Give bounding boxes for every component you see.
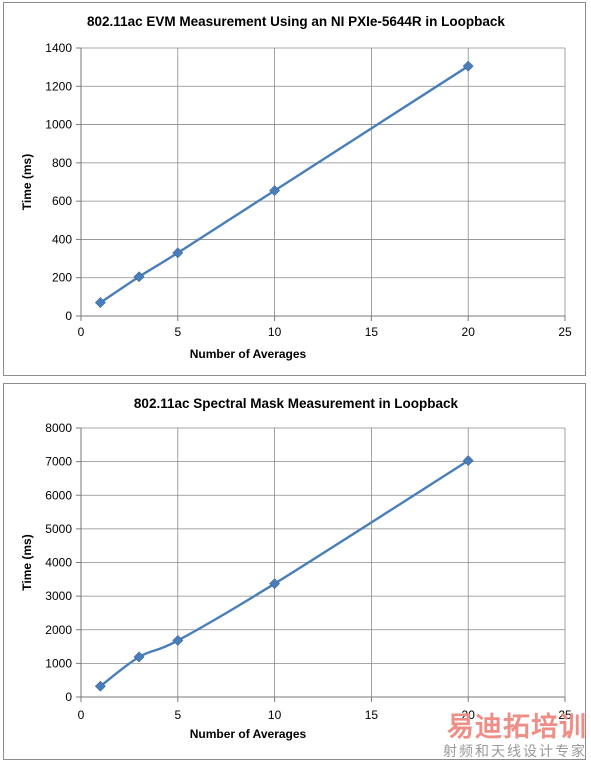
x-tick-label: 25 (558, 708, 572, 722)
y-tick-label: 8000 (45, 421, 72, 435)
data-point-marker (94, 680, 106, 692)
series-line (99, 65, 469, 304)
data-point-marker (269, 185, 281, 197)
y-tick-label: 5000 (45, 522, 72, 536)
chart-panel-evm: 0 200 400 600 800 1000 1200 1400 0 5 10 15 20 25 802.1… (3, 2, 586, 376)
y-tick-label: 800 (52, 156, 72, 170)
y-tick-label: 600 (52, 194, 72, 208)
data-point-marker (462, 60, 474, 72)
y-tick-label: 7000 (45, 455, 72, 469)
x-tick-label: 10 (268, 325, 282, 339)
data-point-marker (269, 578, 281, 590)
y-tick-label: 1000 (45, 118, 72, 132)
spectral-mask-chart: 0 1000 2000 3000 4000 5000 6000 7000 8000 0 5 10 15 2… (20, 396, 572, 741)
x-tick-label: 10 (268, 708, 282, 722)
data-point-marker (133, 271, 145, 283)
chart-title: 802.11ac EVM Measurement Using an NI PXI… (87, 14, 505, 29)
x-tick-label: 25 (558, 325, 572, 339)
x-axis-title: Number of Averages (190, 727, 307, 741)
y-tick-label: 3000 (45, 589, 72, 603)
y-tick-label: 0 (65, 690, 72, 704)
x-tick-label: 0 (78, 325, 85, 339)
y-tick-label: 2000 (45, 623, 72, 637)
data-point-marker (133, 651, 145, 663)
y-tick-label: 1200 (45, 79, 72, 93)
x-tick-label: 15 (365, 708, 379, 722)
y-tick-label: 0 (65, 309, 72, 323)
y-tick-label: 4000 (45, 556, 72, 570)
data-point-marker (94, 297, 106, 309)
series-line (99, 459, 469, 688)
x-tick-label: 20 (462, 708, 476, 722)
y-tick-label: 1000 (45, 656, 72, 670)
watermark-main-text: 易迪拓培训 (447, 712, 587, 743)
x-axis-title: Number of Averages (190, 347, 307, 361)
x-tick-label: 5 (174, 708, 181, 722)
y-axis-title: Time (ms) (20, 154, 34, 210)
x-tick-label: 20 (462, 325, 476, 339)
x-tick-label: 15 (365, 325, 379, 339)
watermark-sub-text: 射频和天线设计专家 (443, 744, 587, 760)
x-tick-label: 0 (78, 708, 85, 722)
evm-chart: 0 200 400 600 800 1000 1200 1400 0 5 10 15 20 25 802.1… (20, 14, 572, 361)
data-point-marker (172, 247, 184, 259)
y-tick-label: 200 (52, 271, 72, 285)
chart-panel-spectral-mask: 0 1000 2000 3000 4000 5000 6000 7000 8000 0 5 10 15 2… (3, 383, 586, 760)
watermark-logo: 易迪拓培训 射频和天线设计专家 (443, 713, 587, 761)
y-tick-label: 400 (52, 232, 72, 246)
y-tick-label: 6000 (45, 488, 72, 502)
chart-title: 802.11ac Spectral Mask Measurement in Lo… (134, 396, 459, 411)
data-point-marker (172, 635, 184, 646)
data-point-marker (462, 455, 474, 467)
y-tick-label: 1400 (45, 41, 72, 55)
x-tick-label: 5 (174, 325, 181, 339)
y-axis-title: Time (ms) (20, 534, 34, 590)
